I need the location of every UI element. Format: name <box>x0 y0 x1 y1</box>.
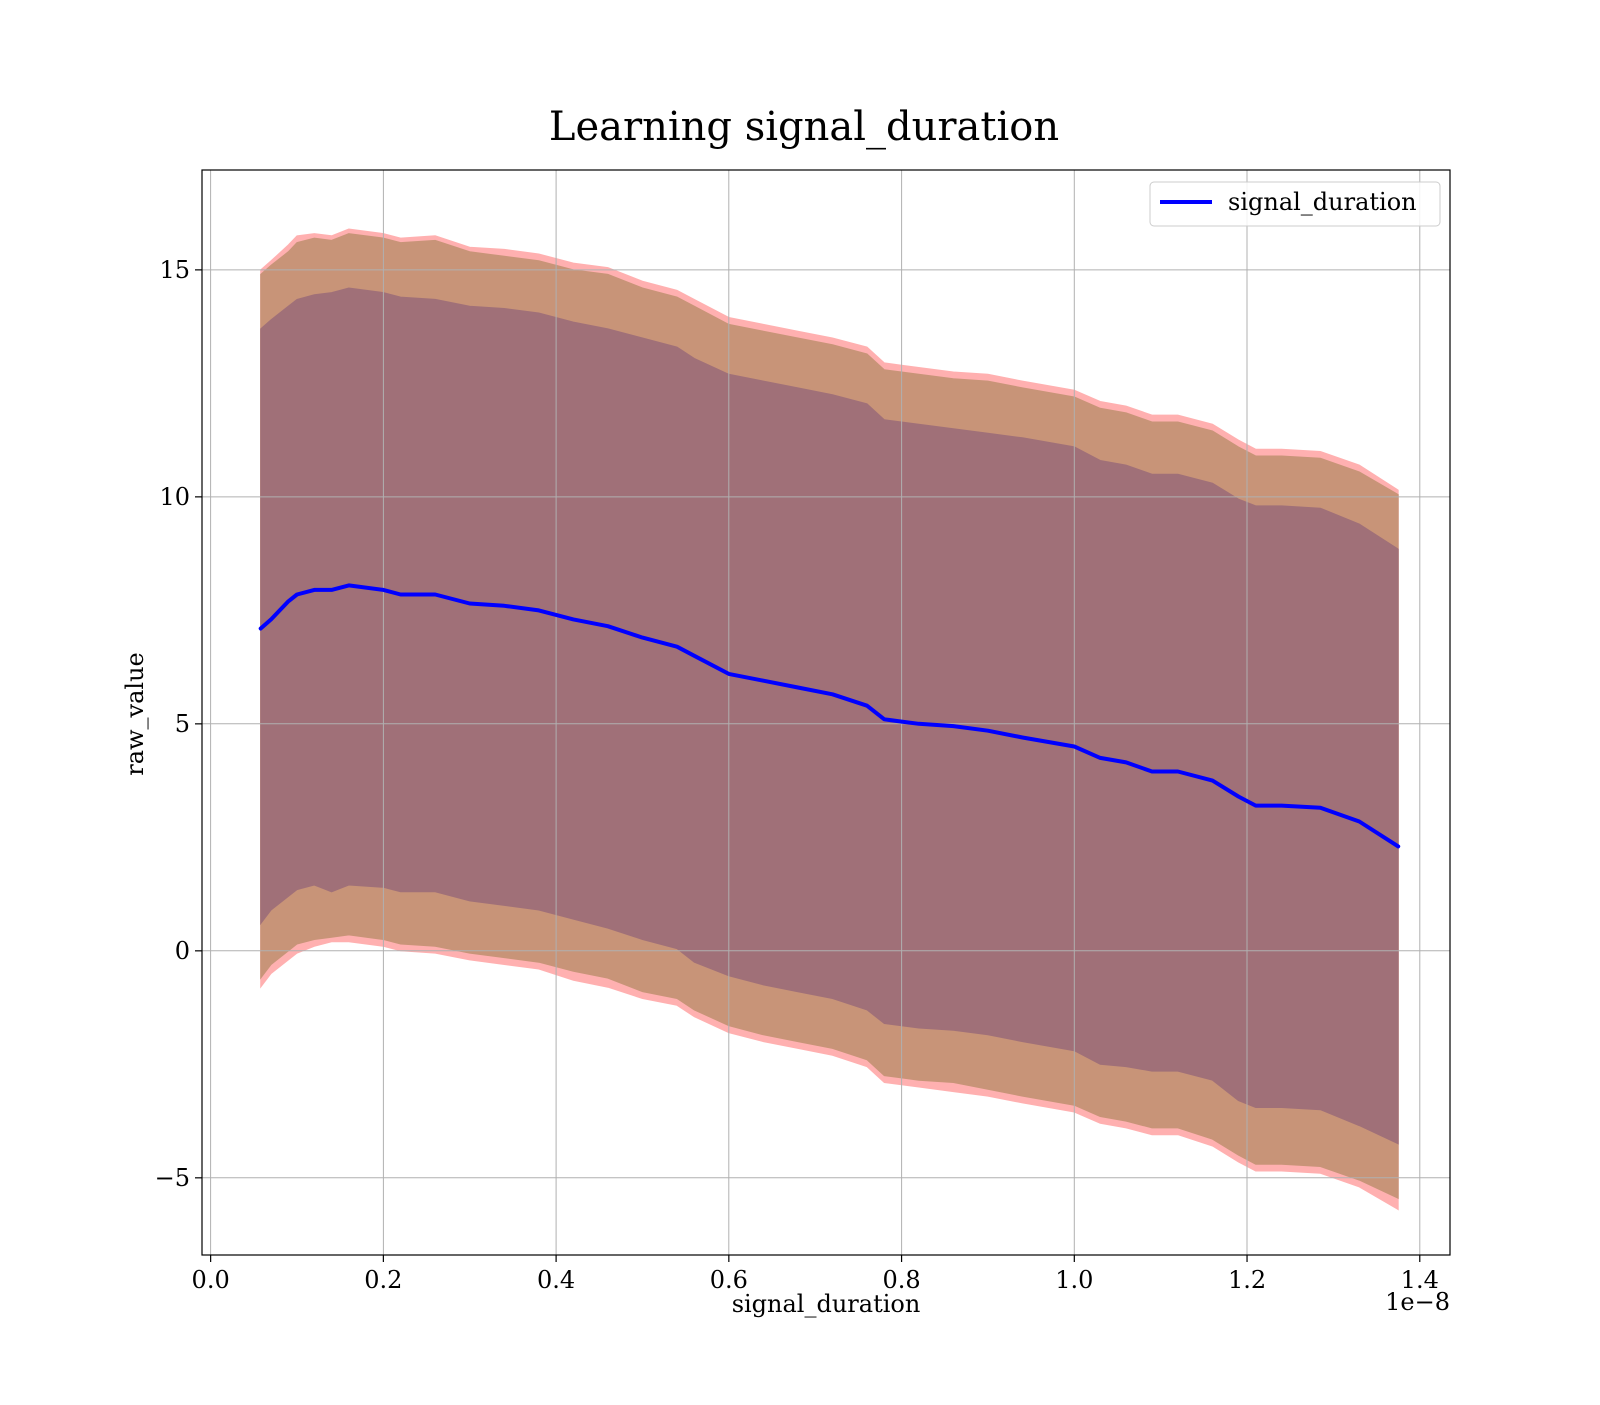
confidence-bands <box>260 228 1399 1211</box>
y-tick-label: 0 <box>175 937 190 965</box>
x-tick-label: 1.0 <box>1055 1266 1093 1294</box>
band-inner <box>260 287 1399 1145</box>
x-tick-label: 0.4 <box>537 1266 575 1294</box>
x-tick-label: 0.6 <box>710 1266 748 1294</box>
chart-title: Learning signal_duration <box>549 104 1059 150</box>
x-axis-ticks: 0.0 0.2 0.4 0.6 0.8 1.0 1.2 1.4 <box>192 1255 1439 1294</box>
legend: signal_duration <box>1149 181 1441 227</box>
y-tick-label: 10 <box>159 483 190 511</box>
legend-box <box>1149 181 1441 227</box>
y-tick-label: −5 <box>155 1164 190 1192</box>
x-tick-label: 1.2 <box>1228 1266 1266 1294</box>
x-tick-label: 1.4 <box>1401 1266 1439 1294</box>
grid-lines <box>202 170 1450 1255</box>
x-axis-offset-text: 1e−8 <box>1385 1288 1450 1316</box>
y-axis-ticks: −5 0 5 10 15 <box>155 256 202 1192</box>
x-tick-label: 0.2 <box>364 1266 402 1294</box>
x-tick-label: 0.8 <box>882 1266 920 1294</box>
y-tick-label: 15 <box>159 256 190 284</box>
x-tick-label: 0.0 <box>192 1266 230 1294</box>
x-axis-label: signal_duration <box>732 1290 921 1318</box>
y-tick-label: 5 <box>175 710 190 738</box>
series-line-signal-duration <box>258 583 1401 849</box>
plot-frame <box>201 169 1451 1256</box>
legend-label-signal-duration: signal_duration <box>1228 188 1417 216</box>
y-axis-label: raw_value <box>121 652 149 776</box>
